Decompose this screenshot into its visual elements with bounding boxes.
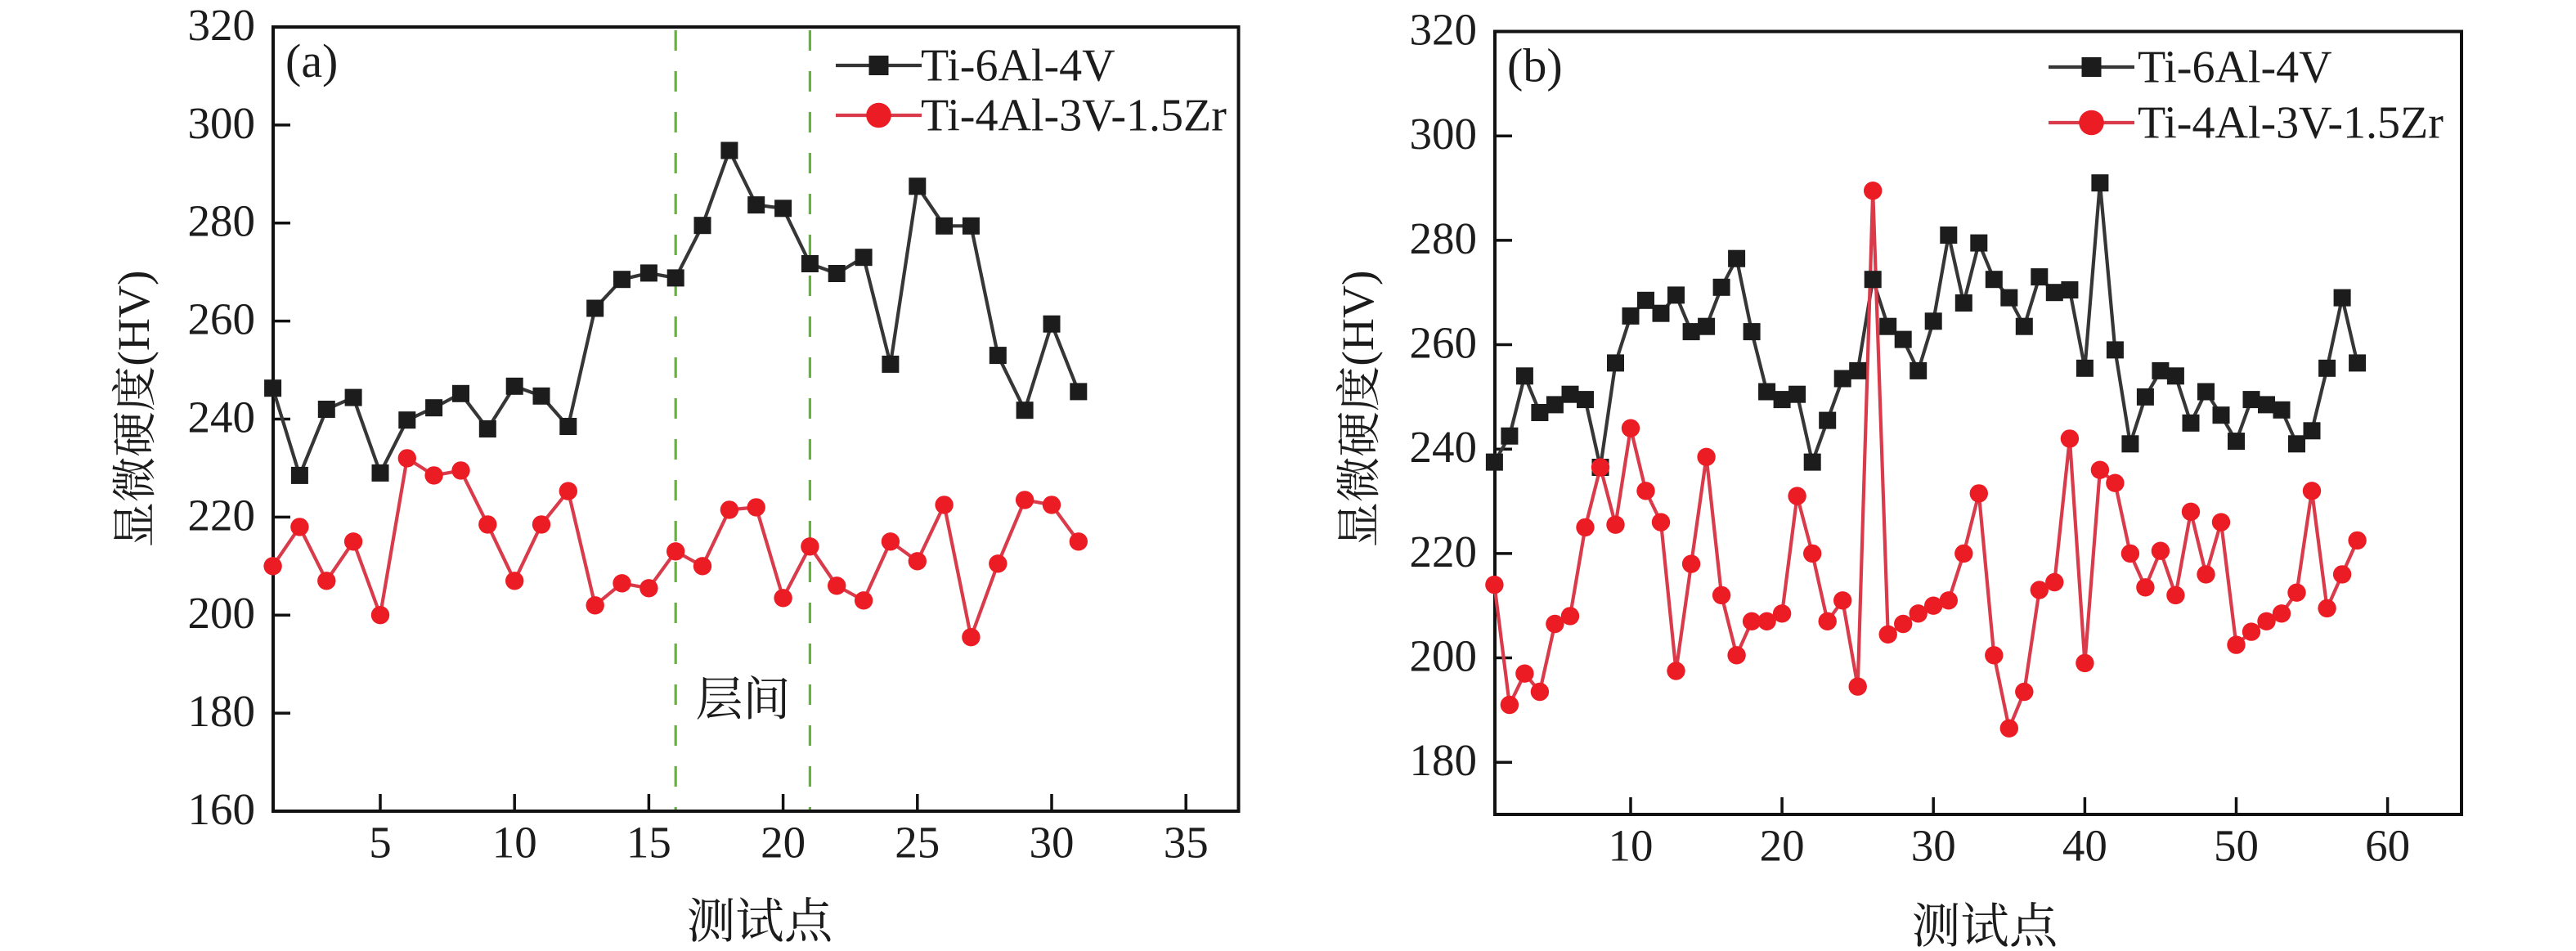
svg-text:240: 240: [188, 393, 256, 442]
svg-text:30: 30: [1030, 818, 1075, 868]
svg-text:180: 180: [188, 686, 256, 736]
svg-text:320: 320: [188, 0, 256, 50]
svg-text:280: 280: [1410, 213, 1478, 263]
svg-text:30: 30: [1911, 821, 1956, 871]
svg-text:35: 35: [1164, 818, 1209, 868]
svg-text:220: 220: [188, 490, 256, 540]
svg-text:300: 300: [188, 98, 256, 148]
svg-text:300: 300: [1410, 109, 1478, 159]
svg-text:40: 40: [2062, 821, 2107, 871]
svg-text:200: 200: [1410, 631, 1478, 681]
svg-text:160: 160: [188, 784, 256, 834]
svg-text:320: 320: [1410, 5, 1478, 55]
svg-text:50: 50: [2214, 821, 2259, 871]
svg-text:10: 10: [1609, 821, 1654, 871]
svg-text:240: 240: [1410, 422, 1478, 472]
svg-text:(HV): (HV): [110, 270, 159, 366]
svg-text:260: 260: [188, 294, 256, 344]
svg-text:(b): (b): [1507, 39, 1563, 92]
svg-text:10: 10: [492, 818, 537, 868]
svg-text:200: 200: [188, 588, 256, 638]
svg-text:260: 260: [1410, 318, 1478, 368]
svg-text:Ti-6Al-4V: Ti-6Al-4V: [921, 41, 1115, 92]
svg-text:280: 280: [188, 196, 256, 246]
svg-text:25: 25: [895, 818, 940, 868]
svg-text:Ti-6Al-4V: Ti-6Al-4V: [2138, 43, 2332, 93]
svg-text:20: 20: [761, 818, 806, 868]
svg-text:20: 20: [1760, 821, 1805, 871]
svg-text:15: 15: [626, 818, 671, 868]
svg-text:220: 220: [1410, 527, 1478, 576]
svg-text:5: 5: [369, 818, 392, 868]
svg-text:Ti-4Al-3V-1.5Zr: Ti-4Al-3V-1.5Zr: [921, 91, 1227, 141]
svg-text:Ti-4Al-3V-1.5Zr: Ti-4Al-3V-1.5Zr: [2138, 98, 2444, 149]
svg-text:60: 60: [2365, 821, 2410, 871]
svg-text:(HV): (HV): [1334, 270, 1384, 366]
svg-text:180: 180: [1410, 735, 1478, 785]
svg-text:(a): (a): [285, 34, 338, 87]
